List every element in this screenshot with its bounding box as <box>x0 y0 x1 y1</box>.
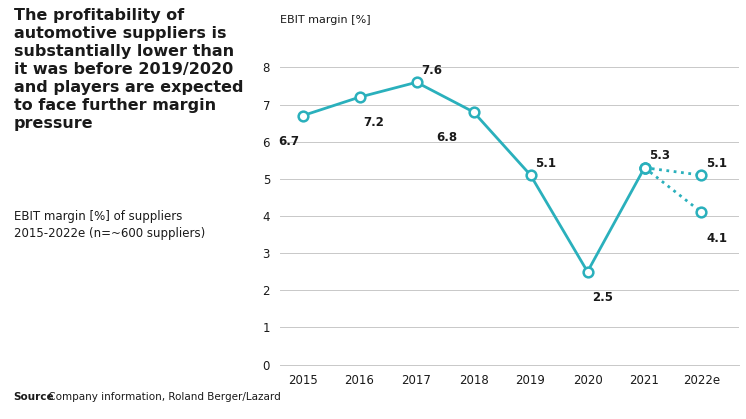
Text: EBIT margin [%] of suppliers
2015-2022e (n=~600 suppliers): EBIT margin [%] of suppliers 2015-2022e … <box>13 210 205 240</box>
Text: 6.8: 6.8 <box>436 131 457 144</box>
Text: 7.2: 7.2 <box>363 116 384 129</box>
Text: 6.7: 6.7 <box>279 135 300 148</box>
Text: Company information, Roland Berger/Lazard: Company information, Roland Berger/Lazar… <box>45 392 280 402</box>
Text: 5.1: 5.1 <box>535 157 556 170</box>
Text: The profitability of
automotive suppliers is
substantially lower than
it was bef: The profitability of automotive supplier… <box>13 8 243 132</box>
Text: 2.5: 2.5 <box>592 291 613 304</box>
Text: 5.3: 5.3 <box>649 149 670 162</box>
Text: EBIT margin [%]: EBIT margin [%] <box>280 15 370 25</box>
Text: 7.6: 7.6 <box>421 64 442 77</box>
Text: Source: Source <box>13 392 54 402</box>
Text: 4.1: 4.1 <box>706 232 727 245</box>
Text: 5.1: 5.1 <box>706 157 727 170</box>
